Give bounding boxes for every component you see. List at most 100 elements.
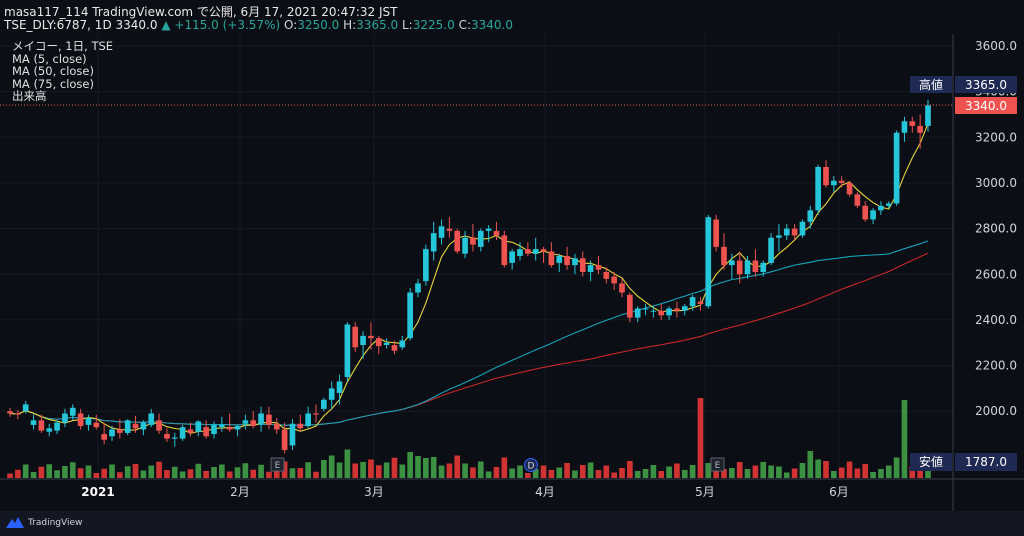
legend-ma5[interactable]: MA (5, close) [12,51,87,66]
legend-volume[interactable]: 出来高 [12,89,47,104]
volume-bar [721,469,727,478]
price-tick-label: 2600.0 [975,267,1017,281]
volume-bar [250,469,257,478]
candle-body [556,255,563,263]
volume-bar [171,466,178,478]
candle-body [862,205,869,220]
candle-body [305,413,311,427]
low-label: L: [402,18,413,32]
candle-body [360,335,366,346]
candle-body [156,420,162,431]
candle-body [674,308,680,311]
volume-bar [15,469,21,478]
volume-bar [423,458,429,478]
candle-body [548,251,555,266]
volume-bar [736,462,743,478]
volume-bar [289,468,296,478]
candle-body [7,411,13,414]
candle-body [878,205,884,211]
candle-body [352,326,359,348]
last-price-tag: 3340.0 [955,97,1017,114]
candle-body [532,249,539,254]
candle-body [595,265,602,270]
price-tick-label: 3600.0 [975,39,1017,53]
time-tick-label: 3月 [364,485,384,499]
volume-bar [823,461,829,478]
volume-bar [156,461,162,478]
candle-body [187,429,194,433]
volume-bar [548,470,555,478]
candle-body [485,228,492,231]
candle-body [140,422,147,430]
volume-bar [477,461,484,478]
candle-body [666,308,672,316]
earnings-marker[interactable]: E [710,457,725,472]
volume-bar [658,471,665,478]
earnings-marker[interactable]: E [270,457,285,472]
tradingview-logo[interactable]: TradingView [6,517,82,528]
price-change: +115.0 (+3.57%) [174,18,281,32]
high-value: 3365.0 [356,18,399,32]
candle-body [30,420,37,425]
volume-bar [729,468,735,478]
price-tick-label: 3000.0 [975,176,1017,190]
volume-bar [650,465,657,478]
candle-body [383,342,390,346]
volume-bar [383,462,390,478]
volume-bar [273,468,280,478]
volume-bar [211,467,217,478]
volume-bar [305,462,311,478]
candle-body [54,422,60,431]
candle-body [226,427,233,430]
low-tag-value: 1787.0 [965,455,1007,469]
legend-ma75[interactable]: MA (75, close) [12,76,94,91]
volume-bar [595,470,602,478]
candle-body [258,413,264,424]
dividend-marker[interactable]: D [524,458,538,472]
open-label: O: [283,18,298,32]
volume-bar [752,465,759,478]
volume-bar [258,464,264,478]
candle-body [587,265,594,272]
volume-bar [148,465,155,478]
candle-body [415,283,421,293]
volume-bar [85,465,92,478]
volume-bar [666,466,672,478]
candle-body [619,283,625,293]
open-value: 3250.0 [297,18,340,32]
volume-bar [77,468,84,478]
volume-bar [46,464,53,478]
ma50-line [9,240,929,426]
volume-bar [407,452,413,478]
candle-body [470,237,476,245]
candle-body [148,413,155,425]
price-chart[interactable]: 3600.03400.03200.03000.02800.02600.02400… [0,34,1024,511]
low-tag-label: 安値 [919,454,943,469]
candle-body [501,235,508,266]
volume-bar [22,464,29,478]
candle-body [713,219,719,247]
price-tick-label: 2200.0 [975,359,1017,373]
volume-bar [328,455,335,478]
candle-body [211,424,217,435]
volume-bar [54,470,60,478]
candle-body [477,230,484,247]
volume-bar [776,466,782,478]
candle-body [768,237,774,263]
volume-bar [164,470,170,478]
volume-bar [368,459,374,478]
candle-body [572,258,578,266]
candle-body [752,260,759,272]
candle-body [681,306,688,311]
candle-body [391,345,398,351]
volume-bar [909,466,916,478]
volume-bar [540,465,547,478]
volume-bar [517,465,523,478]
volume-bar [603,465,610,478]
volume-bar [219,464,225,478]
volume-bar [117,472,123,478]
volume-bar [38,466,45,478]
volume-bar [187,469,194,478]
legend-ma50[interactable]: MA (50, close) [12,64,94,79]
candle-body [266,414,272,425]
